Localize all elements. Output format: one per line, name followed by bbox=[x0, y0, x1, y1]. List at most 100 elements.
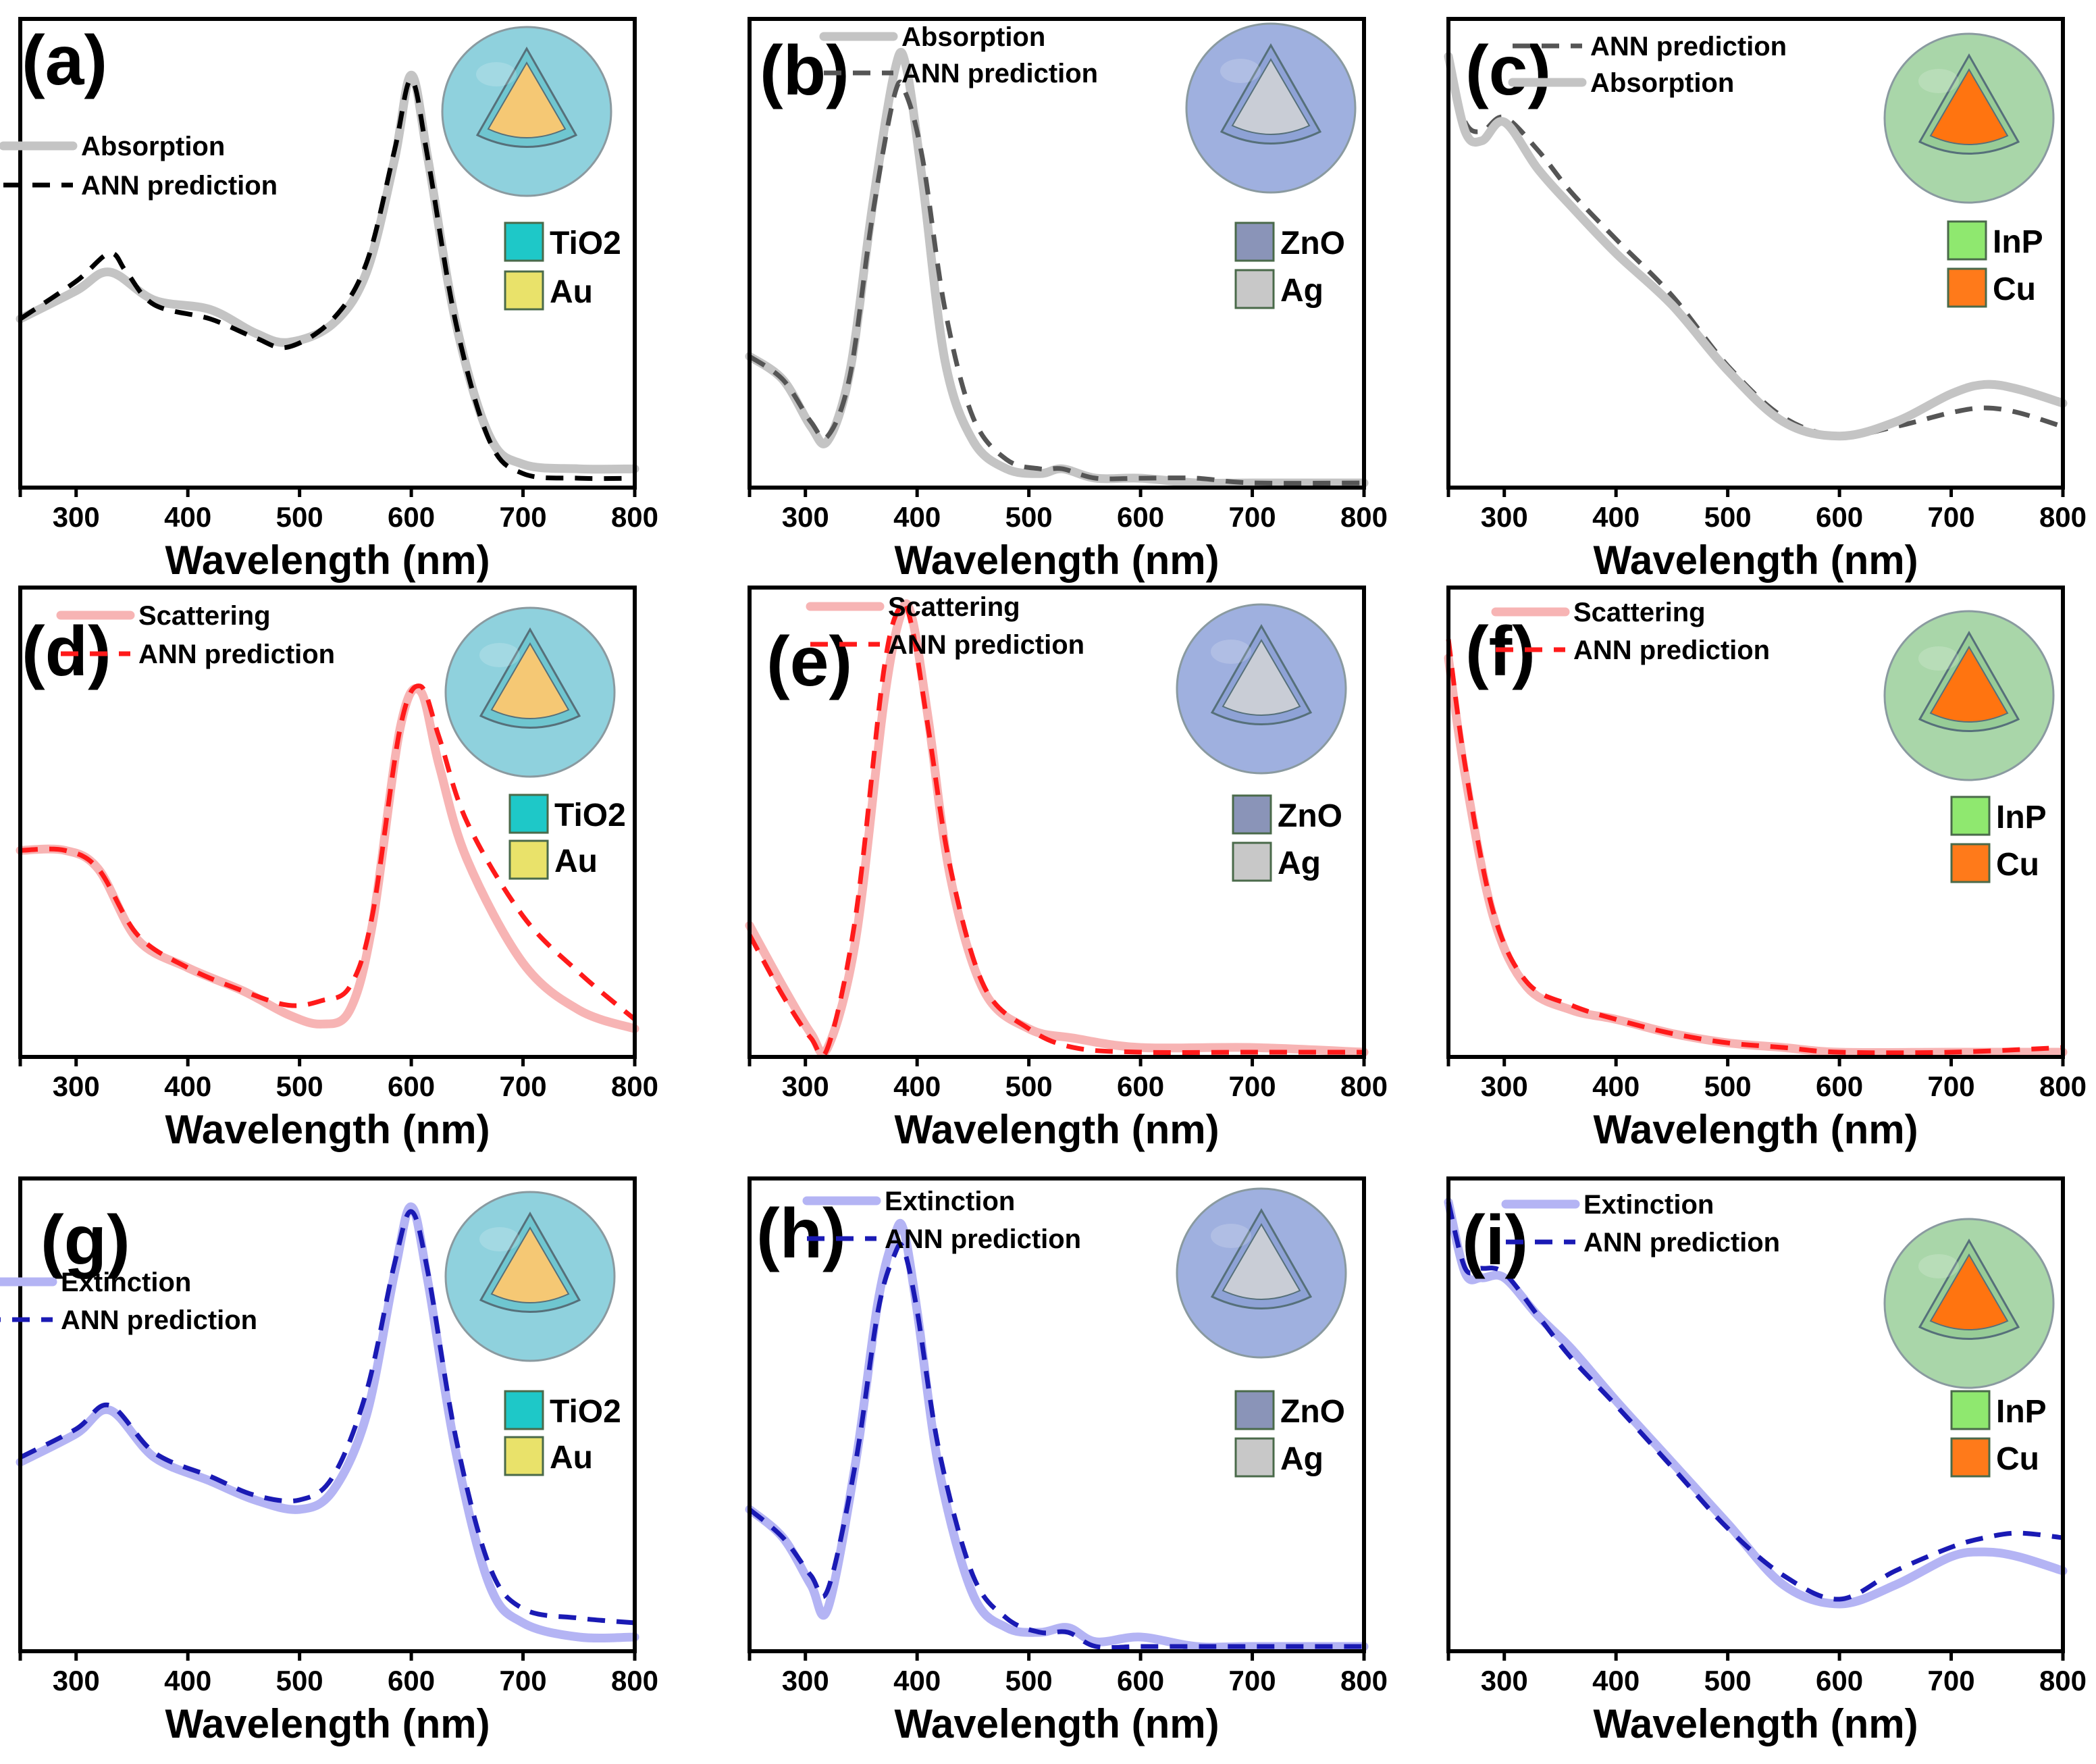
material-label: Ag bbox=[1278, 846, 1321, 881]
x-tick-label: 300 bbox=[1481, 1665, 1528, 1696]
plot-frame bbox=[1446, 17, 2065, 490]
x-tick-label: 500 bbox=[276, 1070, 323, 1102]
series-ann-prediction-line bbox=[747, 600, 1364, 1059]
material-swatch bbox=[1947, 267, 1987, 308]
x-axis-title: Wavelength (nm) bbox=[894, 538, 1219, 583]
x-tick-label: 300 bbox=[782, 1070, 829, 1102]
legend-label: Absorption bbox=[81, 132, 225, 161]
x-tick-label: 500 bbox=[276, 1665, 323, 1696]
legend-label: Scattering bbox=[138, 601, 271, 631]
material-label: Ag bbox=[1280, 1441, 1324, 1477]
series-scattering-line bbox=[16, 684, 639, 1033]
x-axis-title: Wavelength (nm) bbox=[165, 1107, 490, 1152]
panel-g: 300 400 500 600 700 800 Wavelength (nm) (g)Exti… bbox=[0, 1176, 658, 1746]
x-tick-label: 600 bbox=[1117, 501, 1164, 533]
highlight bbox=[1211, 640, 1251, 664]
material-label: Au bbox=[550, 274, 593, 310]
x-tick-label: 700 bbox=[1229, 501, 1276, 533]
series-ann-prediction-line bbox=[1446, 1201, 2064, 1602]
cutaway-core bbox=[1222, 639, 1301, 716]
plot-frame bbox=[1446, 1176, 2065, 1653]
legend-label: Extinction bbox=[885, 1187, 1015, 1216]
material-swatch bbox=[1234, 222, 1275, 262]
plot-frame bbox=[1446, 586, 2065, 1059]
material-swatch bbox=[504, 1436, 544, 1476]
x-tick-label: 600 bbox=[1816, 1665, 1863, 1696]
x-axis-title: Wavelength (nm) bbox=[165, 1701, 490, 1746]
core-shell-sphere-h bbox=[1176, 1187, 1347, 1359]
plot-frame bbox=[18, 17, 637, 490]
core-shell-sphere-i bbox=[1883, 1218, 2055, 1389]
material-swatch bbox=[1234, 1437, 1275, 1478]
cutaway-core bbox=[490, 642, 570, 719]
x-tick-label: 600 bbox=[388, 501, 435, 533]
x-axis-title: Wavelength (nm) bbox=[1593, 1701, 1918, 1746]
material-label: Au bbox=[550, 1440, 593, 1476]
legend-label: ANN prediction bbox=[885, 1224, 1081, 1254]
legend-label: ANN prediction bbox=[61, 1305, 257, 1335]
x-tick-label: 500 bbox=[1704, 1665, 1752, 1696]
x-tick-label: 300 bbox=[53, 1665, 100, 1696]
x-tick-label: 500 bbox=[1704, 1070, 1752, 1102]
legend-label: ANN prediction bbox=[81, 171, 278, 201]
panel-label: (e) bbox=[766, 623, 852, 701]
x-tick-label: 300 bbox=[53, 1070, 100, 1102]
x-tick-label: 700 bbox=[500, 501, 547, 533]
material-swatch bbox=[504, 1390, 544, 1430]
material-swatch bbox=[1950, 1390, 1991, 1430]
x-tick-label: 800 bbox=[611, 1665, 658, 1696]
x-tick-label: 600 bbox=[1117, 1665, 1164, 1696]
material-swatch bbox=[508, 839, 549, 880]
material-label: Ag bbox=[1280, 273, 1324, 309]
x-tick-label: 500 bbox=[1005, 1070, 1053, 1102]
legend-label: Scattering bbox=[888, 592, 1020, 622]
material-swatch bbox=[504, 270, 544, 311]
legend-label: Scattering bbox=[1573, 598, 1706, 627]
legend-label: ANN prediction bbox=[138, 640, 335, 669]
series-ann-prediction-line bbox=[748, 80, 1365, 486]
x-tick-label: 700 bbox=[500, 1665, 547, 1696]
x-tick-label: 400 bbox=[164, 501, 211, 533]
x-tick-label: 400 bbox=[893, 1665, 941, 1696]
x-tick-label: 600 bbox=[1117, 1070, 1164, 1102]
x-tick-label: 600 bbox=[388, 1070, 435, 1102]
x-tick-label: 700 bbox=[1229, 1665, 1276, 1696]
material-label: TiO2 bbox=[550, 226, 621, 261]
x-tick-label: 800 bbox=[2039, 1665, 2087, 1696]
material-label: Au bbox=[554, 844, 598, 879]
x-tick-label: 700 bbox=[1229, 1070, 1276, 1102]
x-axis-title: Wavelength (nm) bbox=[894, 1107, 1219, 1152]
plot-frame bbox=[748, 17, 1366, 490]
panel-label: (h) bbox=[756, 1195, 846, 1273]
panel-e: 300 400 500 600 700 800 Wavelength (nm) (e) Scat… bbox=[745, 586, 1388, 1152]
material-label: TiO2 bbox=[550, 1394, 621, 1430]
x-tick-label: 300 bbox=[782, 1665, 829, 1696]
panel-label: (c) bbox=[1465, 32, 1551, 110]
x-tick-label: 800 bbox=[611, 1070, 658, 1102]
series-extinction-line bbox=[16, 1202, 639, 1643]
material-swatch bbox=[1234, 269, 1275, 309]
x-tick-label: 500 bbox=[1704, 501, 1752, 533]
x-tick-label: 600 bbox=[1816, 1070, 1863, 1102]
x-tick-label: 700 bbox=[1928, 1665, 1975, 1696]
material-swatch bbox=[1234, 1390, 1275, 1430]
legend-label: Absorption bbox=[901, 22, 1045, 52]
highlight bbox=[479, 1227, 520, 1251]
x-tick-label: 800 bbox=[2039, 1070, 2087, 1102]
legend-label: Extinction bbox=[61, 1268, 191, 1297]
cutaway-core bbox=[487, 61, 567, 138]
cutaway-core bbox=[1929, 646, 2009, 723]
cutaway-core bbox=[1231, 58, 1311, 135]
highlight bbox=[476, 62, 517, 86]
x-tick-label: 700 bbox=[1928, 1070, 1975, 1102]
x-tick-label: 600 bbox=[388, 1665, 435, 1696]
highlight bbox=[1211, 1224, 1251, 1248]
material-label: InP bbox=[1993, 224, 2043, 260]
material-label: Cu bbox=[1996, 1441, 2039, 1477]
highlight bbox=[1918, 69, 1959, 93]
highlight bbox=[1220, 59, 1261, 83]
material-swatch bbox=[1950, 843, 1991, 883]
